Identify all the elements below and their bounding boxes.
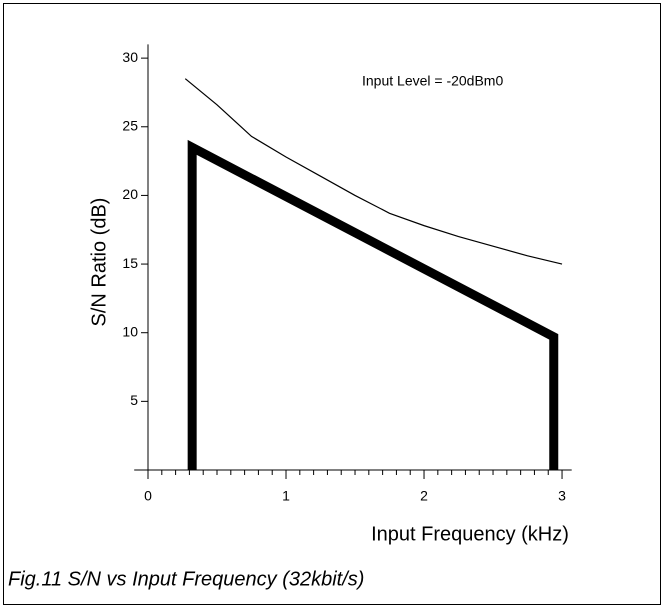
series-line (184, 78, 563, 265)
y-tick-label: 15 (122, 255, 138, 271)
y-tick-label: 25 (122, 117, 138, 133)
y-tick-label: 10 (122, 323, 138, 339)
series-line (187, 139, 559, 470)
x-tick-label: 1 (282, 488, 290, 504)
frame (3, 3, 661, 605)
x-axis-title: Input Frequency (kHz) (371, 523, 569, 545)
annotation: Input Level = -20dBm0 (362, 73, 503, 89)
y-axis-title: S/N Ratio (dB) (88, 198, 110, 327)
x-tick-label: 2 (420, 488, 428, 504)
caption: Fig.11 S/N vs Input Frequency (32kbit/s) (8, 568, 364, 590)
y-tick-label: 5 (130, 392, 138, 408)
y-tick-label: 20 (122, 186, 138, 202)
x-tick-label: 3 (558, 488, 566, 504)
y-tick-label: 30 (122, 49, 138, 65)
x-tick-label: 0 (144, 488, 152, 504)
